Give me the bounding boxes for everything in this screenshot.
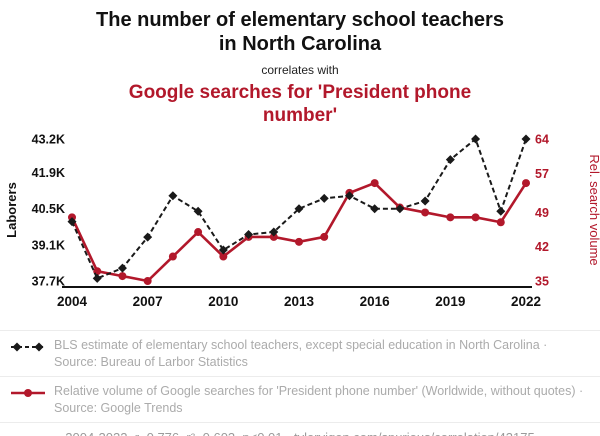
searches-series-marker-icon	[10, 383, 46, 405]
legend-item-teachers: BLS estimate of elementary school teache…	[0, 330, 600, 376]
svg-text:Laborers: Laborers	[4, 182, 19, 238]
legend: BLS estimate of elementary school teache…	[0, 330, 600, 422]
footer-stats-and-url: 2004-2022, r=0.776, r²=0.603, p<0.01 · t…	[0, 422, 600, 436]
chart-subtitle: Google searches for 'President phone num…	[128, 81, 472, 126]
svg-text:49: 49	[535, 206, 549, 220]
svg-text:2013: 2013	[284, 294, 315, 309]
correlation-line-chart: 43.2K 41.9K 40.5K 39.1K 37.7K 64 57 49 42 35 2004 2…	[4, 133, 600, 310]
svg-text:Rel. search volume: Rel. search volume	[587, 154, 600, 265]
svg-text:2019: 2019	[435, 294, 465, 309]
svg-text:57: 57	[535, 167, 549, 181]
teachers-series-marker-icon	[10, 337, 46, 359]
svg-text:35: 35	[535, 275, 549, 289]
legend-label-searches: Relative volume of Google searches for '…	[54, 384, 584, 415]
svg-text:2022: 2022	[511, 294, 541, 309]
svg-text:2010: 2010	[208, 294, 238, 309]
chart-header: The number of elementary school teachers…	[0, 0, 600, 127]
svg-text:42: 42	[535, 240, 549, 254]
chart-area: 43.2K 41.9K 40.5K 39.1K 37.7K 64 57 49 42 35 2004 2…	[0, 129, 600, 328]
svg-text:43.2K: 43.2K	[32, 133, 65, 147]
chart-title: The number of elementary school teachers…	[96, 9, 504, 56]
correlates-with-label: correlates with	[261, 62, 339, 77]
svg-text:40.5K: 40.5K	[32, 202, 65, 216]
legend-label-teachers: BLS estimate of elementary school teache…	[54, 338, 548, 369]
svg-text:39.1K: 39.1K	[32, 238, 65, 252]
svg-text:2016: 2016	[360, 294, 391, 309]
svg-text:2004: 2004	[57, 294, 88, 309]
svg-text:2007: 2007	[133, 294, 163, 309]
svg-text:41.9K: 41.9K	[32, 166, 65, 180]
svg-text:64: 64	[535, 133, 549, 147]
legend-item-searches: Relative volume of Google searches for '…	[0, 376, 600, 422]
svg-text:37.7K: 37.7K	[32, 275, 65, 289]
